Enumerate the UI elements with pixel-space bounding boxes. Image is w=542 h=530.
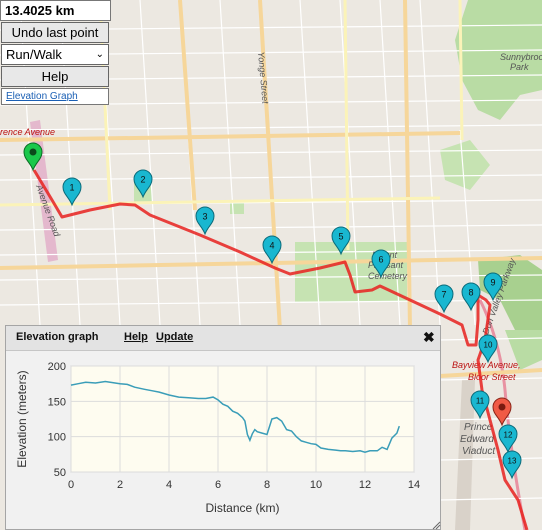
elevation-help-link[interactable]: Help xyxy=(124,331,148,343)
distance-readout: 13.4025 km xyxy=(0,0,111,21)
route-marker-label: 11 xyxy=(476,397,485,406)
route-marker-5[interactable]: 5 xyxy=(331,226,351,256)
x-tick-label: 0 xyxy=(68,479,74,491)
route-marker-label: 2 xyxy=(140,175,145,185)
route-marker-label: 5 xyxy=(338,232,343,242)
x-tick-label: 8 xyxy=(264,479,270,491)
start-marker-icon[interactable] xyxy=(23,142,43,172)
resize-handle-icon[interactable] xyxy=(432,521,441,530)
route-marker-label: 9 xyxy=(490,278,495,288)
map-label-lawrence: rence Avenue xyxy=(0,127,55,137)
route-marker-10[interactable]: 10 xyxy=(478,334,498,364)
y-tick-label: 150 xyxy=(48,396,66,408)
route-marker-4[interactable]: 4 xyxy=(262,235,282,265)
map-label-park: Park xyxy=(510,62,529,72)
activity-mode-value: Run/Walk xyxy=(6,47,62,62)
end-marker-icon[interactable] xyxy=(492,397,512,427)
route-marker-12[interactable]: 12 xyxy=(498,424,518,454)
map-label-bayview: Bayview Avenue, xyxy=(452,360,521,370)
map-label-edward: Edward xyxy=(460,434,494,445)
route-marker-label: 12 xyxy=(504,431,513,440)
x-tick-label: 10 xyxy=(310,479,322,491)
route-marker-label: 1 xyxy=(69,183,74,193)
elevation-panel-header[interactable]: Elevation graph Help Update ✖ xyxy=(6,326,440,351)
chevron-down-icon: ⌄ xyxy=(95,49,104,60)
elevation-panel-title: Elevation graph xyxy=(16,331,99,343)
route-marker-label: 13 xyxy=(508,457,517,466)
close-icon[interactable]: ✖ xyxy=(423,329,435,345)
x-tick-label: 2 xyxy=(117,479,123,491)
route-marker-11[interactable]: 11 xyxy=(470,390,490,420)
activity-mode-select[interactable]: Run/Walk ⌄ xyxy=(1,44,109,65)
x-tick-label: 12 xyxy=(359,479,371,491)
route-marker-2[interactable]: 2 xyxy=(133,169,153,199)
y-tick-label: 50 xyxy=(54,467,66,479)
route-line xyxy=(32,169,529,530)
map-label-bloor: Bloor Street xyxy=(468,372,516,382)
x-tick-label: 4 xyxy=(166,479,172,491)
x-tick-label: 14 xyxy=(408,479,420,491)
route-marker-1[interactable]: 1 xyxy=(62,177,82,207)
route-marker-3[interactable]: 3 xyxy=(195,206,215,236)
elevation-chart: 50 100 150 200 0 2 4 6 8 10 12 14 Distance (km) Eleva… xyxy=(15,361,420,515)
help-button[interactable]: Help xyxy=(1,66,109,87)
route-marker-13[interactable]: 13 xyxy=(502,450,522,480)
elevation-graph-link[interactable]: Elevation Graph xyxy=(1,88,109,105)
route-marker-6[interactable]: 6 xyxy=(371,249,391,279)
route-marker-label: 3 xyxy=(202,212,207,222)
route-marker-label: 8 xyxy=(468,288,473,298)
y-axis-label: Elevation (meters) xyxy=(15,370,29,467)
plot-area xyxy=(70,365,415,473)
map-label-sunnybrook: Sunnybrook xyxy=(500,52,542,62)
x-axis-label: Distance (km) xyxy=(205,501,279,515)
elevation-update-link[interactable]: Update xyxy=(156,331,194,343)
route-marker-8[interactable]: 8 xyxy=(461,282,481,312)
elevation-series-line xyxy=(70,380,401,453)
map-label-viaduct: Viaduct xyxy=(462,446,496,457)
map-label-cemetery: Cemetery xyxy=(368,271,408,281)
route-marker-label: 10 xyxy=(484,341,493,350)
undo-last-point-button[interactable]: Undo last point xyxy=(1,22,109,43)
map-label-prince: Prince xyxy=(464,422,493,433)
map-label-yonge: Yonge Street xyxy=(256,51,271,104)
route-marker-7[interactable]: 7 xyxy=(434,284,454,314)
y-tick-label: 200 xyxy=(48,361,66,373)
route-marker-9[interactable]: 9 xyxy=(483,272,503,302)
elevation-panel: Elevation graph Help Update ✖ 50 100 150 20… xyxy=(5,325,441,530)
x-tick-label: 6 xyxy=(215,479,221,491)
route-marker-label: 4 xyxy=(269,241,274,251)
y-tick-label: 100 xyxy=(48,432,66,444)
route-marker-label: 7 xyxy=(441,290,446,300)
route-marker-label: 6 xyxy=(378,255,383,265)
